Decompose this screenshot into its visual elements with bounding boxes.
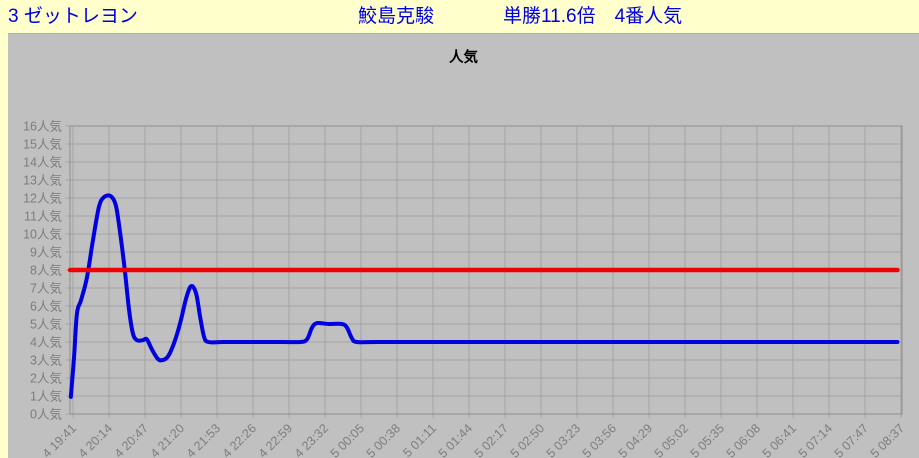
x-axis-label: 4 19:41 (40, 421, 79, 458)
x-axis-label: 5 06:08 (724, 421, 763, 458)
y-axis-label: 4人気 (30, 335, 62, 350)
x-axis-label: 5 03:56 (580, 421, 619, 458)
x-axis-label: 5 02:17 (472, 421, 511, 458)
x-axis-label: 5 01:44 (436, 421, 475, 458)
y-axis-label: 3人気 (30, 353, 62, 368)
x-axis-label: 5 08:37 (868, 421, 907, 458)
chart-title: 人気 (449, 50, 478, 66)
y-axis-label: 5人気 (30, 317, 62, 332)
y-axis-label: 2人気 (30, 371, 62, 386)
y-axis-label: 10人気 (23, 227, 62, 242)
x-axis-label: 5 04:29 (616, 421, 655, 458)
y-axis-label: 6人気 (30, 299, 62, 314)
win-odds-popularity: 単勝11.6倍 4番人気 (503, 6, 683, 27)
y-axis-label: 7人気 (30, 281, 62, 296)
x-axis-label: 5 02:50 (508, 421, 547, 458)
y-axis-label: 15人気 (23, 137, 62, 152)
y-axis-label: 16人気 (23, 119, 62, 134)
horse-number-name: 3 ゼットレヨン (8, 6, 138, 27)
x-axis-label: 4 20:14 (76, 421, 115, 458)
popularity-line (68, 193, 900, 399)
jockey-name: 鮫島克駿 (358, 6, 435, 27)
y-axis-label: 13人気 (23, 173, 62, 188)
popularity-chart-panel: 人気 16人気 15人気 14人気 13人気 12人気 11人気 10人気 9人気 8人気 7人気… (8, 33, 919, 458)
x-axis-label: 4 20:47 (112, 421, 151, 458)
x-axis-label: 4 23:32 (292, 421, 331, 458)
x-axis-label: 4 22:26 (220, 421, 259, 458)
x-axis-label: 4 21:53 (184, 421, 223, 458)
y-axis-label: 9人気 (30, 245, 62, 260)
x-axis-label: 5 07:14 (796, 421, 835, 458)
x-axis-label: 5 05:02 (652, 421, 691, 458)
header: 3 ゼットレヨン 鮫島克駿 単勝11.6倍 4番人気 (0, 0, 919, 33)
x-axis-label: 5 00:38 (364, 421, 403, 458)
x-axis-label: 5 07:47 (832, 421, 871, 458)
popularity-line-chart: 16人気 15人気 14人気 13人気 12人気 11人気 10人気 9人気 8人気 7人気 6人気… (23, 119, 907, 458)
x-axis-label: 5 05:35 (688, 421, 727, 458)
x-axis-label: 5 03:23 (544, 421, 583, 458)
x-axis-label: 4 21:20 (148, 421, 187, 458)
y-axis-label: 0人気 (30, 407, 62, 422)
y-axis-label: 11人気 (24, 209, 62, 224)
y-axis-label: 14人気 (23, 155, 62, 170)
x-axis-label: 4 22:59 (256, 421, 295, 458)
x-axis-label: 5 00:05 (328, 421, 367, 458)
x-axis-label: 5 01:11 (400, 421, 439, 458)
y-axis-label: 12人気 (23, 191, 62, 206)
y-axis-label: 8人気 (30, 263, 62, 278)
y-axis-label: 1人気 (30, 389, 62, 404)
x-axis-label: 5 06:41 (760, 421, 799, 458)
